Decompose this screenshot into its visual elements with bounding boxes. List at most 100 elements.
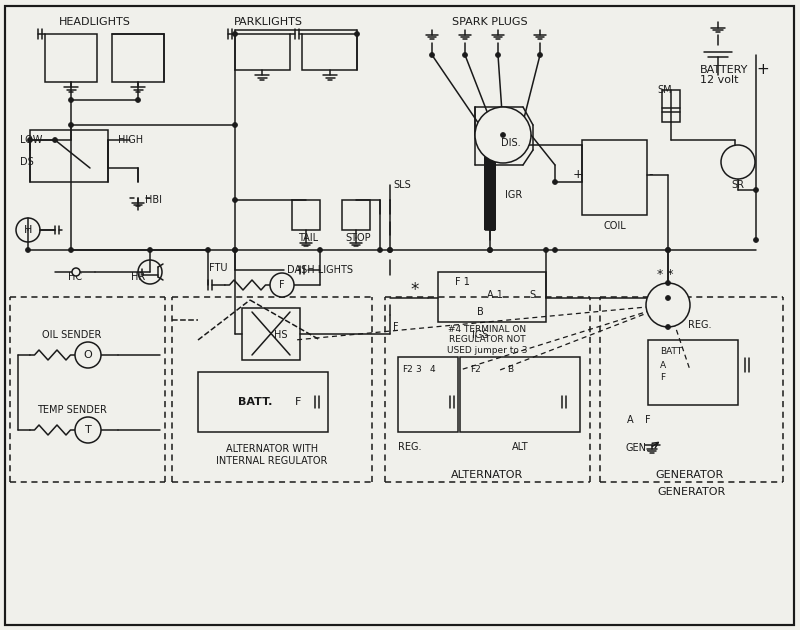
Text: F2: F2: [402, 365, 413, 374]
Text: IGS: IGS: [472, 330, 488, 340]
Text: OIL SENDER: OIL SENDER: [42, 330, 102, 340]
Text: H: H: [24, 225, 32, 235]
Bar: [460, 357, 580, 432]
Circle shape: [666, 280, 670, 285]
Text: GENERATOR: GENERATOR: [656, 470, 724, 480]
Text: 12 volt: 12 volt: [700, 75, 738, 85]
Text: DS: DS: [20, 157, 34, 167]
Text: TAIL: TAIL: [298, 233, 318, 243]
Circle shape: [233, 122, 238, 127]
Text: B: B: [477, 307, 483, 317]
Circle shape: [475, 107, 531, 163]
Text: -: -: [649, 168, 654, 181]
Circle shape: [27, 137, 33, 142]
Circle shape: [487, 248, 493, 253]
Text: *: *: [411, 281, 419, 299]
Text: COIL: COIL: [604, 221, 626, 231]
Circle shape: [233, 248, 238, 253]
Text: F: F: [660, 374, 665, 382]
Bar: [582, 140, 647, 215]
Circle shape: [495, 52, 501, 57]
Bar: [235, 34, 290, 70]
Circle shape: [270, 273, 294, 297]
Text: F: F: [279, 280, 285, 290]
Circle shape: [543, 248, 549, 253]
Circle shape: [666, 324, 670, 329]
Text: GENERATOR: GENERATOR: [658, 487, 726, 497]
Circle shape: [147, 248, 153, 253]
Circle shape: [553, 180, 558, 185]
Text: SPARK PLUGS: SPARK PLUGS: [452, 17, 528, 27]
Bar: [292, 200, 320, 230]
Text: F 1: F 1: [455, 277, 470, 287]
Bar: [242, 308, 300, 360]
Text: F2: F2: [470, 365, 481, 374]
Circle shape: [75, 417, 101, 443]
Text: A: A: [660, 360, 666, 370]
Circle shape: [387, 248, 393, 253]
Text: SM: SM: [658, 85, 672, 95]
Text: +: +: [757, 62, 770, 77]
Circle shape: [69, 98, 74, 103]
Text: IGR: IGR: [505, 190, 522, 200]
Text: +: +: [573, 168, 583, 181]
Bar: [398, 357, 458, 432]
Circle shape: [646, 283, 690, 327]
Circle shape: [233, 248, 238, 253]
Circle shape: [354, 32, 359, 37]
Circle shape: [721, 145, 755, 179]
Circle shape: [754, 238, 758, 243]
Circle shape: [206, 248, 210, 253]
Text: S: S: [529, 290, 535, 300]
Bar: [438, 272, 546, 322]
Circle shape: [553, 248, 558, 253]
Circle shape: [26, 248, 30, 253]
Circle shape: [387, 248, 393, 253]
Circle shape: [135, 98, 141, 103]
Circle shape: [487, 248, 493, 253]
Circle shape: [72, 268, 80, 276]
Bar: [198, 372, 328, 432]
Text: DASH LIGHTS: DASH LIGHTS: [287, 265, 353, 275]
Bar: [30, 130, 108, 182]
Circle shape: [75, 342, 101, 368]
Bar: [342, 200, 370, 230]
Text: A: A: [662, 298, 674, 312]
Text: HIGH: HIGH: [118, 135, 143, 145]
Circle shape: [501, 132, 506, 137]
Text: HS: HS: [274, 330, 287, 340]
Text: ALTERNATOR: ALTERNATOR: [451, 470, 523, 480]
Circle shape: [754, 188, 758, 193]
Text: 4: 4: [429, 365, 435, 374]
Text: TEMP SENDER: TEMP SENDER: [37, 405, 107, 415]
Circle shape: [462, 52, 467, 57]
Text: 3: 3: [415, 365, 421, 374]
Text: F: F: [645, 415, 651, 425]
Text: ALT: ALT: [512, 442, 528, 452]
Circle shape: [69, 248, 74, 253]
Bar: [112, 34, 164, 82]
Text: PARKLIGHTS: PARKLIGHTS: [234, 17, 302, 27]
Bar: [648, 340, 738, 405]
Text: BATT.: BATT.: [238, 397, 272, 407]
Text: HC: HC: [68, 272, 82, 282]
Text: FTU: FTU: [209, 263, 227, 273]
Text: F: F: [295, 397, 301, 407]
Text: SLS: SLS: [393, 180, 410, 190]
Text: REG.: REG.: [398, 442, 422, 452]
Text: LOW: LOW: [20, 135, 42, 145]
Text: HBI: HBI: [145, 195, 162, 205]
Circle shape: [318, 248, 322, 253]
Text: REG.: REG.: [688, 320, 712, 330]
Text: SR: SR: [731, 180, 745, 190]
Text: A: A: [626, 415, 634, 425]
Circle shape: [378, 248, 382, 253]
Circle shape: [53, 137, 58, 142]
Circle shape: [666, 248, 670, 253]
Circle shape: [666, 248, 670, 253]
Bar: [302, 34, 357, 70]
Text: BATT: BATT: [660, 348, 682, 357]
Circle shape: [233, 32, 238, 37]
Text: HEADLIGHTS: HEADLIGHTS: [59, 17, 131, 27]
Text: * *: * *: [657, 268, 674, 282]
